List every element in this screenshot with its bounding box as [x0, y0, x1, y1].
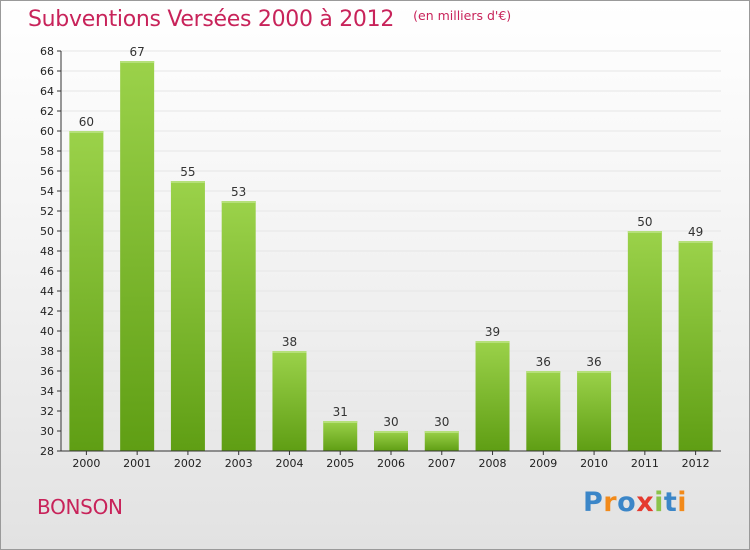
- bar-highlight: [678, 241, 713, 243]
- y-tick-label: 68: [40, 45, 54, 58]
- bar-2004: [272, 351, 307, 451]
- logo-letter: i: [654, 487, 664, 518]
- y-tick-label: 64: [40, 85, 54, 98]
- chart-subtitle: (en milliers d'€): [413, 8, 512, 23]
- bar-value-label: 67: [130, 45, 145, 59]
- bar-2005: [323, 421, 358, 451]
- logo-letter: o: [617, 487, 637, 518]
- y-tick-label: 48: [40, 245, 54, 258]
- y-tick-label: 46: [40, 265, 54, 278]
- bar-value-label: 36: [536, 355, 551, 369]
- bar-highlight: [120, 61, 155, 63]
- bar-value-label: 30: [383, 415, 398, 429]
- value-labels: 60 67 55 53 38 31 30 30 39 36 36 50 49: [79, 45, 704, 429]
- chart-title: Subventions Versées 2000 à 2012: [28, 7, 395, 32]
- x-tick-label: 2005: [326, 457, 354, 470]
- logo-letter: x: [636, 487, 655, 518]
- y-tick-label: 56: [40, 165, 54, 178]
- bar-2007: [424, 431, 459, 451]
- bars: [69, 61, 713, 451]
- x-tick-label: 2001: [123, 457, 151, 470]
- bar-value-label: 36: [586, 355, 601, 369]
- bar-2001: [120, 61, 155, 451]
- x-tick-label: 2012: [682, 457, 710, 470]
- bar-value-label: 49: [688, 225, 703, 239]
- logo-letter: t: [663, 487, 678, 518]
- bar-2012: [678, 241, 713, 451]
- logo-letter: i: [677, 487, 688, 518]
- bar-highlight: [323, 421, 358, 423]
- bar-highlight: [577, 371, 612, 373]
- y-tick-label: 44: [40, 285, 54, 298]
- bar-2002: [170, 181, 205, 451]
- bar-highlight: [424, 431, 459, 433]
- y-tick-label: 42: [40, 305, 54, 318]
- bar-highlight: [272, 351, 307, 353]
- bar-highlight: [69, 131, 104, 133]
- y-tick-label: 62: [40, 105, 54, 118]
- y-tick-label: 54: [40, 185, 54, 198]
- bar-2003: [221, 201, 256, 451]
- y-tick-label: 32: [40, 405, 54, 418]
- x-tick-label: 2011: [631, 457, 659, 470]
- bar-value-label: 30: [434, 415, 449, 429]
- bar-2006: [374, 431, 408, 451]
- bar-2010: [577, 371, 612, 451]
- bar-2008: [475, 341, 510, 451]
- y-tick-label: 34: [40, 385, 54, 398]
- proxiti-logo[interactable]: Proxiti: [583, 487, 687, 518]
- y-tick-label: 52: [40, 205, 54, 218]
- bar-2009: [526, 371, 561, 451]
- y-tick-label: 50: [40, 225, 54, 238]
- bar-value-label: 31: [333, 405, 348, 419]
- logo-letter: r: [603, 487, 618, 518]
- axes: 28 30 32 34 36 38 40 42 44 46 48 50 52 54 56 58 60 62 64 66…: [40, 45, 721, 470]
- y-tick-label: 66: [40, 65, 54, 78]
- bar-value-label: 55: [180, 165, 195, 179]
- y-tick-label: 36: [40, 365, 54, 378]
- x-tick-label: 2010: [580, 457, 608, 470]
- x-tick-label: 2004: [275, 457, 303, 470]
- x-tick-label: 2009: [529, 457, 557, 470]
- y-tick-label: 30: [40, 425, 54, 438]
- bar-2000: [69, 131, 104, 451]
- chart-header: Subventions Versées 2000 à 2012 (en mill…: [28, 7, 511, 32]
- bar-value-label: 53: [231, 185, 246, 199]
- y-tick-label: 28: [40, 445, 54, 458]
- bar-highlight: [475, 341, 510, 343]
- logo-letter: P: [583, 487, 604, 518]
- bar-highlight: [221, 201, 256, 203]
- bar-value-label: 60: [79, 115, 94, 129]
- grid-lines: [61, 50, 721, 452]
- bar-highlight: [374, 431, 408, 433]
- bar-value-label: 39: [485, 325, 500, 339]
- bar-highlight: [627, 231, 662, 233]
- x-tick-label: 2003: [225, 457, 253, 470]
- y-tick-label: 40: [40, 325, 54, 338]
- x-tick-label: 2002: [174, 457, 202, 470]
- x-tick-label: 2007: [428, 457, 456, 470]
- y-tick-label: 58: [40, 145, 54, 158]
- bar-highlight: [526, 371, 561, 373]
- bar-2011: [627, 231, 662, 451]
- x-tick-label: 2000: [72, 457, 100, 470]
- commune-name: BONSON: [37, 495, 123, 519]
- y-tick-label: 38: [40, 345, 54, 358]
- y-tick-label: 60: [40, 125, 54, 138]
- bar-value-label: 50: [637, 215, 652, 229]
- bar-value-label: 38: [282, 335, 297, 349]
- x-tick-label: 2006: [377, 457, 405, 470]
- bar-highlight: [170, 181, 205, 183]
- x-tick-label: 2008: [479, 457, 507, 470]
